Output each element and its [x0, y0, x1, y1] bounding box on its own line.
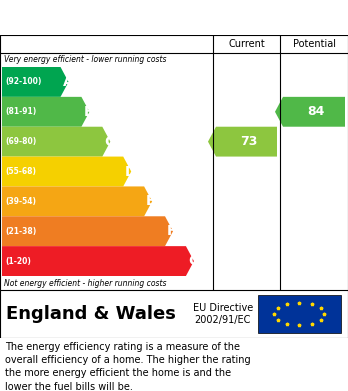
- Text: Not energy efficient - higher running costs: Not energy efficient - higher running co…: [4, 278, 166, 287]
- Text: (69-80): (69-80): [5, 137, 36, 146]
- Polygon shape: [275, 97, 345, 127]
- Text: (55-68): (55-68): [5, 167, 36, 176]
- Text: C: C: [104, 135, 114, 149]
- Text: Energy Efficiency Rating: Energy Efficiency Rating: [6, 9, 235, 27]
- Text: EU Directive
2002/91/EC: EU Directive 2002/91/EC: [192, 303, 253, 325]
- Polygon shape: [2, 67, 69, 97]
- Polygon shape: [208, 127, 277, 156]
- Polygon shape: [2, 216, 173, 246]
- Text: Current: Current: [228, 39, 265, 49]
- Polygon shape: [2, 187, 152, 216]
- Polygon shape: [2, 127, 110, 156]
- Text: (39-54): (39-54): [5, 197, 36, 206]
- Text: Potential: Potential: [293, 39, 335, 49]
- Bar: [258, 295, 341, 333]
- Text: D: D: [125, 165, 137, 179]
- Text: A: A: [63, 75, 73, 89]
- Polygon shape: [2, 156, 131, 187]
- Text: The energy efficiency rating is a measure of the
overall efficiency of a home. T: The energy efficiency rating is a measur…: [5, 342, 251, 391]
- Text: E: E: [146, 194, 156, 208]
- Polygon shape: [2, 246, 194, 276]
- Text: B: B: [84, 105, 94, 119]
- Text: (21-38): (21-38): [5, 227, 36, 236]
- Text: F: F: [167, 224, 176, 238]
- Text: (1-20): (1-20): [5, 256, 31, 265]
- Text: (81-91): (81-91): [5, 107, 36, 116]
- Text: Very energy efficient - lower running costs: Very energy efficient - lower running co…: [4, 56, 166, 65]
- Text: 73: 73: [240, 135, 257, 148]
- Text: (92-100): (92-100): [5, 77, 41, 86]
- Text: G: G: [188, 254, 199, 268]
- Text: 84: 84: [307, 105, 325, 118]
- Polygon shape: [2, 97, 89, 127]
- Text: England & Wales: England & Wales: [6, 305, 176, 323]
